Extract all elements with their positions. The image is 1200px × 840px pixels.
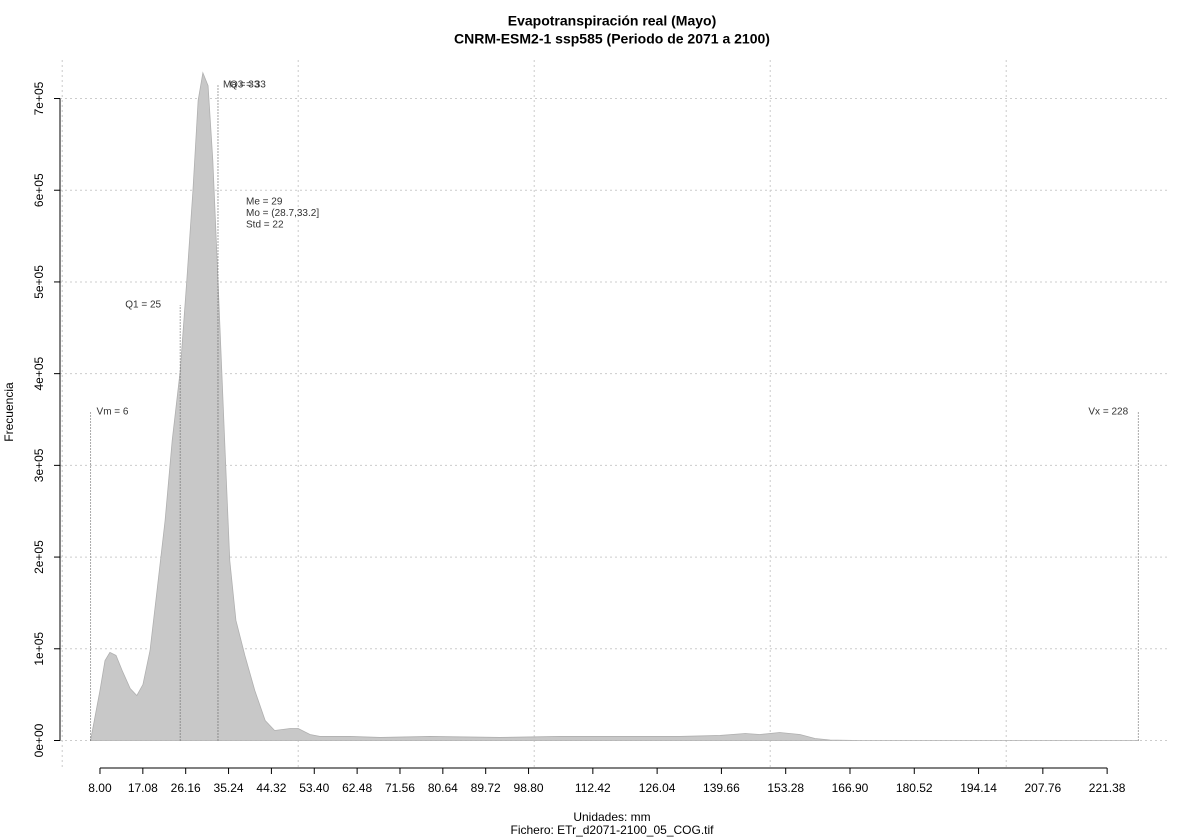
- y-tick-label: 5e+05: [32, 265, 46, 299]
- caption: Fichero: ETr_d2071-2100_05_COG.tif: [511, 823, 715, 837]
- marker-label: Q3 = 33: [230, 80, 266, 91]
- stat-label: Me = 29: [246, 197, 283, 208]
- stat-label: Std = 22: [246, 220, 284, 231]
- x-tick-label: 112.42: [575, 781, 611, 795]
- chart-title: Evapotranspiración real (Mayo): [508, 13, 717, 29]
- x-tick-label: 194.14: [960, 781, 997, 795]
- x-tick-label: 166.90: [832, 781, 869, 795]
- x-tick-label: 139.66: [703, 781, 740, 795]
- x-tick-label: 80.64: [428, 781, 458, 795]
- y-tick-label: 6e+05: [32, 173, 46, 207]
- marker-label: Vx = 228: [1088, 407, 1128, 418]
- x-tick-label: 221.38: [1089, 781, 1126, 795]
- x-tick-label: 35.24: [214, 781, 244, 795]
- x-tick-label: 71.56: [385, 781, 415, 795]
- x-tick-label: 207.76: [1024, 781, 1061, 795]
- stat-label: Mo = (28.7,33.2]: [246, 208, 319, 219]
- density-area: [90, 71, 1139, 741]
- y-tick-label: 3e+05: [32, 448, 46, 482]
- marker-label: Vm = 6: [97, 407, 129, 418]
- x-tick-label: 98.80: [514, 781, 544, 795]
- y-axis-label: Frecuencia: [2, 382, 16, 442]
- y-tick-label: 7e+05: [32, 81, 46, 115]
- y-tick-label: 0e+00: [32, 723, 46, 757]
- y-tick-label: 4e+05: [32, 356, 46, 390]
- x-tick-label: 153.28: [767, 781, 804, 795]
- x-axis-label: Unidades: mm: [573, 810, 650, 824]
- x-tick-label: 89.72: [471, 781, 501, 795]
- x-tick-label: 8.00: [88, 781, 112, 795]
- x-tick-label: 17.08: [128, 781, 158, 795]
- chart-subtitle: CNRM-ESM2-1 ssp585 (Periodo de 2071 a 21…: [454, 31, 770, 47]
- x-tick-label: 126.04: [639, 781, 676, 795]
- marker-label: Ma = 33: [223, 80, 260, 91]
- y-tick-label: 1e+05: [32, 632, 46, 666]
- x-tick-label: 44.32: [256, 781, 286, 795]
- x-tick-label: 180.52: [896, 781, 933, 795]
- marker-label: Q1 = 25: [125, 300, 161, 311]
- x-tick-label: 53.40: [299, 781, 329, 795]
- x-tick-label: 62.48: [342, 781, 372, 795]
- x-tick-label: 26.16: [171, 781, 201, 795]
- y-tick-label: 2e+05: [32, 540, 46, 574]
